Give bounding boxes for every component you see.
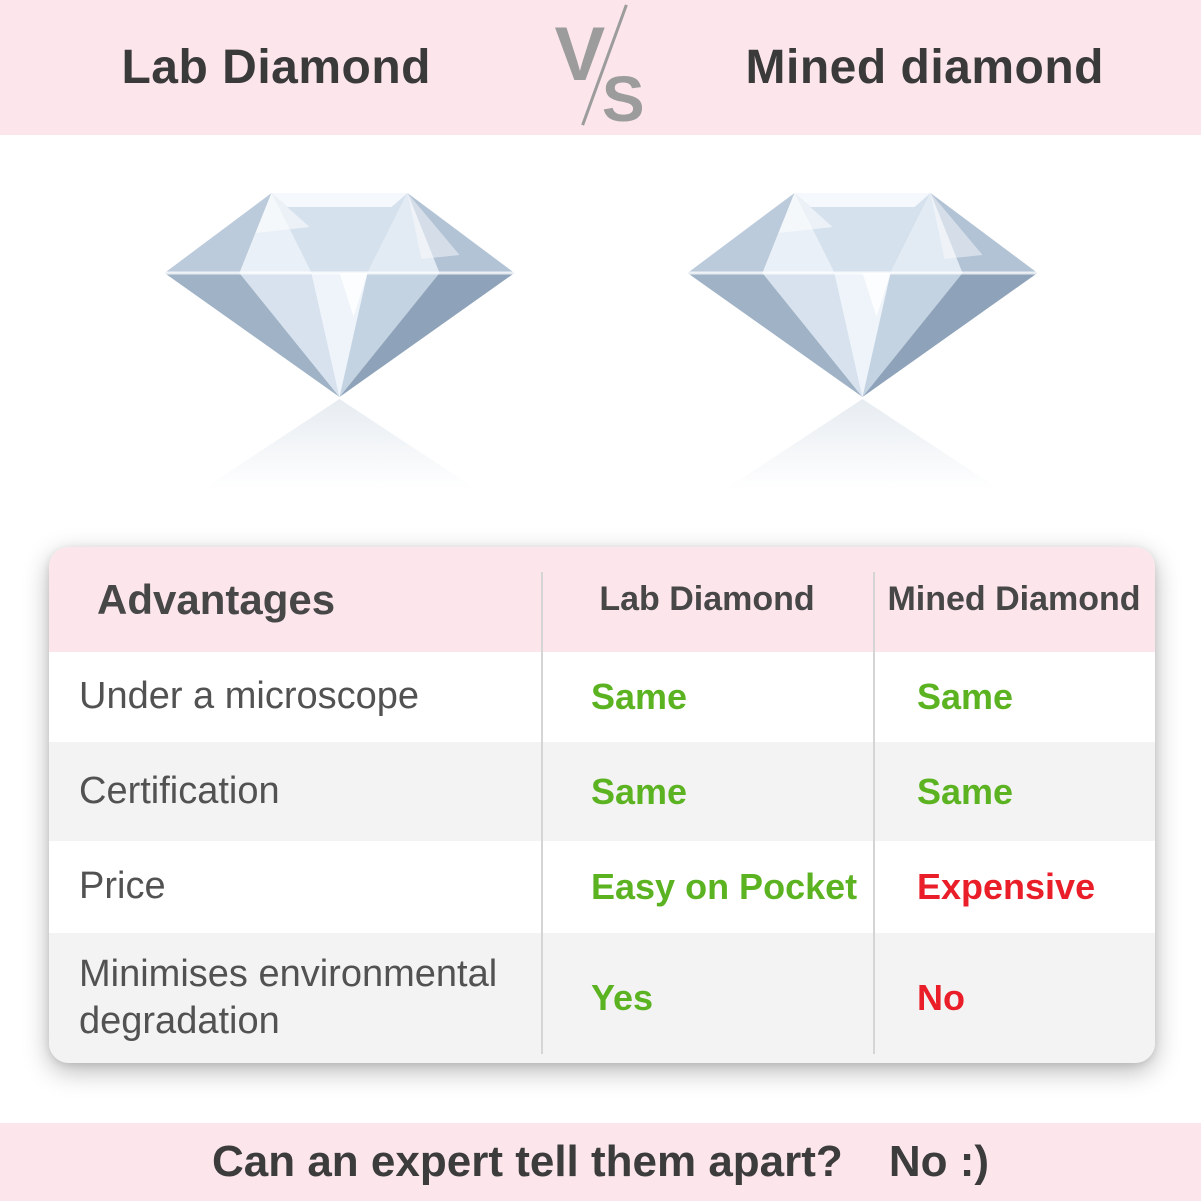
- spacer: [0, 1063, 1201, 1123]
- row-label: Certification: [79, 769, 280, 812]
- mined-diamond-title: Mined diamond: [745, 41, 1104, 94]
- lab-value: Yes: [591, 977, 654, 1018]
- mined-value: Same: [917, 770, 1014, 812]
- lab-value: Same: [591, 770, 688, 812]
- top-banner: Lab Diamond V S Mined diamond: [0, 0, 1201, 135]
- row-label: Minimises environmental degradation: [79, 952, 498, 1043]
- mined-value: No: [917, 977, 965, 1018]
- mined-diamond-column-header: Mined Diamond: [887, 580, 1141, 618]
- table-row-microscope: Under a microscope Same Same: [49, 652, 1155, 742]
- table-header-row: Advantages Lab Diamond Mined Diamond: [49, 547, 1155, 652]
- lab-diamond-image: [157, 185, 522, 490]
- mined-value: Expensive: [917, 866, 1096, 907]
- footer-question: Can an expert tell them apart?: [211, 1137, 843, 1186]
- row-label: Under a microscope: [79, 675, 420, 718]
- advantages-header: Advantages: [97, 575, 336, 623]
- vs-letter-s: S: [601, 62, 645, 135]
- table-row-environment: Minimises environmental degradation Yes …: [49, 933, 1155, 1063]
- comparison-table-card: Advantages Lab Diamond Mined Diamond Und…: [49, 547, 1155, 1063]
- diamond-images-stage: [0, 135, 1201, 547]
- row-label: Price: [79, 865, 166, 908]
- footer-answer: No :): [888, 1137, 989, 1186]
- lab-diamond-title: Lab Diamond: [121, 41, 431, 94]
- table-row-price: Price Easy on Pocket Expensive: [49, 841, 1155, 933]
- lab-diamond-column-header: Lab Diamond: [599, 580, 815, 618]
- column-divider-2: [873, 572, 875, 1054]
- mined-diamond-image: [680, 185, 1045, 490]
- mined-value: Same: [917, 676, 1014, 717]
- vs-letter-v: V: [554, 11, 606, 97]
- bottom-banner: Can an expert tell them apart? No :): [0, 1123, 1201, 1201]
- lab-value: Easy on Pocket: [591, 866, 858, 907]
- lab-value: Same: [591, 676, 688, 717]
- column-divider-1: [541, 572, 543, 1054]
- vs-graphic: V S: [553, 3, 649, 135]
- table-row-certification: Certification Same Same: [49, 742, 1155, 841]
